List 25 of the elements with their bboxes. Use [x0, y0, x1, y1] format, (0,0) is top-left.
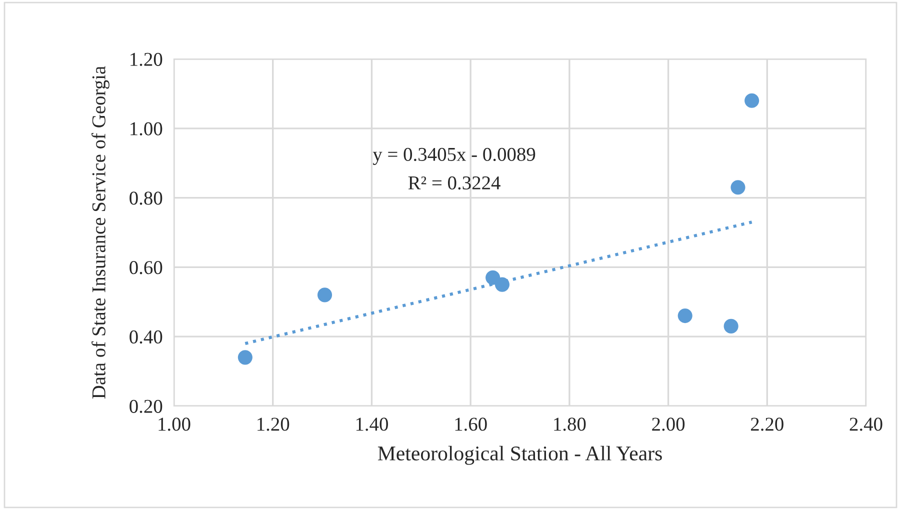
x-axis-title: Meteorological Station - All Years [378, 446, 662, 465]
point [678, 308, 692, 324]
x-tick-label: 2.20 [750, 418, 784, 431]
point [494, 277, 510, 292]
y-tick-label: 0.80 [130, 192, 162, 205]
x-tick-label: 1.20 [258, 418, 290, 431]
point [724, 318, 738, 334]
x-tick-label: 1.80 [554, 418, 586, 431]
y-axis-title: Data of State Insurance Service of Georgia [92, 66, 110, 399]
y-tick-label: 1.00 [130, 122, 162, 136]
x-tick-label: 1.60 [455, 418, 487, 431]
x-tick-label: 1.40 [356, 418, 388, 431]
y-tick-label: 0.40 [130, 330, 162, 344]
y-tick-label: 0.60 [130, 261, 162, 274]
point [730, 180, 746, 195]
point [317, 288, 332, 302]
x-tick-label: 1.00 [158, 418, 190, 431]
y-tick-label: 1.20 [130, 52, 162, 66]
point [238, 350, 252, 365]
annotation: R² = 0.3224 [408, 176, 500, 190]
y-tick-label: 0.20 [130, 400, 162, 414]
point [744, 93, 760, 108]
x-tick-label: 2.00 [652, 418, 685, 431]
x-tick-label: 2.40 [850, 418, 882, 431]
annotation: y = 0.3405x - 0.0089 [372, 148, 536, 165]
